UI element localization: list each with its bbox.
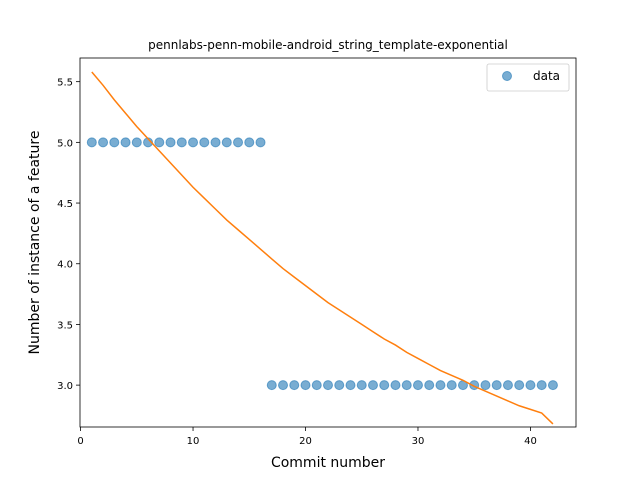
data-point — [502, 380, 513, 391]
data-point — [311, 380, 322, 391]
y-tick-label: 5.0 — [57, 138, 73, 149]
chart-title: pennlabs-penn-mobile-android_string_temp… — [148, 38, 508, 52]
legend-box — [486, 63, 570, 92]
data-point — [446, 380, 457, 391]
data-point — [131, 137, 142, 148]
data-point — [255, 137, 266, 148]
fit-line — [91, 71, 554, 425]
data-point — [345, 380, 356, 391]
plot-frame — [79, 57, 577, 428]
data-point — [233, 137, 244, 148]
data-point — [244, 137, 255, 148]
data-point — [188, 137, 199, 148]
data-point — [536, 380, 547, 391]
data-point — [98, 137, 109, 148]
y-tick-label: 4.5 — [57, 199, 73, 210]
data-point — [412, 380, 423, 391]
data-point — [199, 137, 210, 148]
data-point — [300, 380, 311, 391]
data-point — [435, 380, 446, 391]
x-tick-label: 10 — [187, 436, 200, 447]
legend-label-data: data — [533, 69, 560, 83]
y-tick-label: 5.5 — [57, 78, 73, 89]
legend-marker-data — [502, 71, 512, 81]
y-tick-label: 3.5 — [57, 320, 73, 331]
data-point — [424, 380, 435, 391]
data-point — [165, 137, 176, 148]
data-point — [525, 380, 536, 391]
x-tick-label: 20 — [299, 436, 312, 447]
data-point — [154, 137, 165, 148]
data-point — [379, 380, 390, 391]
x-tick-label: 30 — [412, 436, 425, 447]
data-point — [491, 380, 502, 391]
data-point — [390, 380, 401, 391]
data-point — [480, 380, 491, 391]
axes: 0 10 20 30 40 3.0 3.5 4.0 4.5 5.0 5.5 — [57, 78, 537, 447]
data-point — [221, 137, 232, 148]
y-axis-label: Number of instance of a feature — [27, 131, 43, 355]
data-point — [266, 380, 277, 391]
legend: data — [486, 63, 570, 92]
data-point — [514, 380, 525, 391]
data-point — [176, 137, 187, 148]
plot-area — [80, 58, 576, 427]
data-point — [86, 137, 97, 148]
chart-marks — [86, 71, 558, 425]
x-axis-label: Commit number — [271, 455, 385, 471]
data-point — [210, 137, 221, 148]
data-point — [323, 380, 333, 391]
y-tick-label: 3.0 — [57, 381, 73, 392]
x-tick-label: 40 — [524, 436, 537, 447]
data-point — [356, 380, 367, 391]
data-point — [109, 137, 120, 148]
data-point — [367, 380, 378, 391]
data-point — [334, 380, 345, 391]
x-tick-label: 0 — [77, 436, 83, 447]
data-point — [289, 380, 300, 391]
data-point — [278, 380, 289, 391]
data-point — [547, 380, 558, 391]
y-tick-label: 4.0 — [57, 260, 73, 271]
data-point — [401, 380, 412, 391]
data-point — [120, 137, 131, 148]
